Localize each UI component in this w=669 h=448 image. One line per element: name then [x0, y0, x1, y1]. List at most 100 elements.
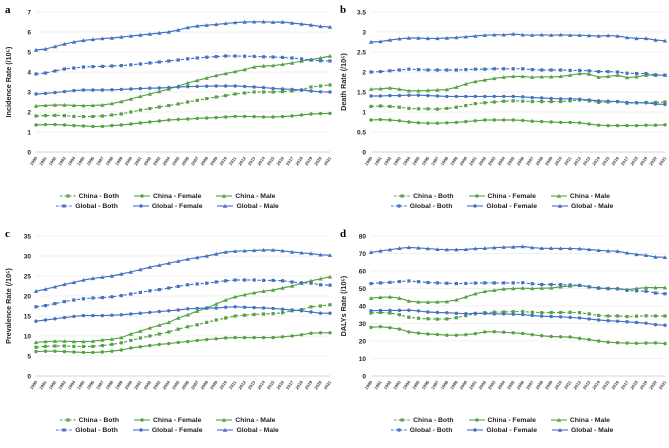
triangle-marker [71, 339, 77, 344]
x-tick-label-year: 2006 [180, 379, 190, 390]
triangle-marker [397, 246, 402, 250]
square-marker [549, 310, 553, 315]
square-marker [43, 344, 48, 348]
x-tick-label-year: 2006 [180, 155, 190, 166]
circle-marker [252, 335, 256, 340]
circle-marker [233, 335, 237, 340]
circle-marker [157, 342, 161, 347]
square-marker [138, 336, 142, 340]
square-marker [224, 94, 228, 98]
triangle-marker [213, 22, 219, 27]
circle-marker [416, 309, 421, 313]
circle-marker [577, 97, 582, 101]
legend-circle-marker-icon [474, 418, 479, 422]
circle-marker [416, 331, 421, 335]
square-marker [388, 280, 392, 284]
square-marker [388, 311, 392, 315]
square-marker [483, 67, 487, 71]
circle-marker [214, 115, 218, 120]
circle-marker [464, 312, 468, 316]
circle-marker [119, 123, 124, 127]
square-marker [568, 68, 572, 72]
circle-marker [378, 324, 383, 329]
square-marker [148, 334, 152, 338]
triangle-marker [33, 289, 39, 293]
triangle-marker [100, 337, 105, 342]
circle-marker [280, 87, 285, 91]
circle-marker [473, 311, 478, 316]
square-marker [606, 70, 610, 74]
triangle-marker [43, 287, 48, 291]
square-marker [530, 68, 534, 72]
square-marker [205, 320, 209, 324]
circle-marker [558, 315, 563, 319]
x-tick-label-year: 2014 [591, 379, 601, 390]
x-tick-label-year: 2011 [228, 379, 238, 390]
square-marker [280, 279, 285, 283]
circle-marker [492, 312, 496, 316]
legend-square-marker-icon [397, 428, 401, 432]
square-marker [186, 283, 190, 287]
circle-marker [328, 311, 332, 315]
circle-marker [223, 305, 228, 309]
x-tick-label-year: 1996 [421, 379, 431, 390]
circle-marker [511, 118, 515, 122]
circle-marker [53, 317, 57, 321]
square-marker [243, 313, 247, 317]
circle-marker [167, 85, 171, 90]
series-line-china-male [35, 55, 331, 107]
circle-marker [388, 308, 392, 313]
legend-item: Global - Male [551, 426, 613, 434]
circle-marker [473, 94, 478, 99]
triangle-marker [378, 248, 383, 253]
triangle-marker [100, 102, 105, 107]
circle-marker [328, 331, 332, 335]
square-marker [100, 114, 104, 118]
x-tick-label-year: 1999 [449, 155, 459, 166]
legend-label: China - Both [78, 416, 119, 424]
x-tick-label-year: 2019 [639, 155, 649, 166]
x-tick-label-year: 1992 [48, 155, 58, 166]
x-tick-label-year: 2004 [497, 155, 507, 166]
triangle-marker [586, 33, 592, 38]
circle-marker [91, 350, 95, 355]
circle-marker [540, 119, 544, 124]
circle-marker [388, 93, 392, 98]
circle-marker [483, 94, 487, 99]
circle-marker [223, 115, 228, 119]
circle-marker [625, 320, 629, 324]
square-marker [663, 314, 667, 318]
x-tick-label-year: 2011 [228, 155, 238, 166]
square-marker [435, 107, 439, 111]
triangle-marker [185, 257, 190, 261]
square-marker [328, 283, 332, 287]
circle-marker [138, 311, 143, 315]
square-marker [233, 314, 237, 318]
square-marker [502, 67, 506, 71]
x-tick-label-year: 1993 [57, 155, 67, 166]
square-marker [549, 68, 553, 72]
triangle-marker [662, 38, 668, 43]
square-marker [328, 83, 332, 87]
triangle-marker [62, 41, 67, 46]
circle-marker [596, 339, 601, 343]
square-marker [233, 92, 237, 96]
circle-marker [634, 101, 639, 105]
circle-marker [233, 305, 237, 309]
square-marker [81, 65, 86, 69]
square-marker [473, 67, 477, 71]
x-tick-label-year: 2010 [218, 155, 228, 166]
circle-marker [644, 123, 648, 127]
series-line-global-both [370, 280, 666, 295]
triangle-marker [596, 75, 601, 79]
circle-marker [328, 90, 332, 94]
circle-marker [271, 306, 275, 311]
triangle-marker [213, 301, 219, 306]
legend-square-marker-icon [400, 194, 404, 198]
circle-marker [435, 332, 440, 337]
circle-marker [454, 120, 459, 125]
circle-marker [81, 124, 86, 128]
triangle-marker [270, 20, 276, 24]
square-marker [464, 104, 468, 108]
x-tick-label-year: 2019 [304, 155, 314, 166]
